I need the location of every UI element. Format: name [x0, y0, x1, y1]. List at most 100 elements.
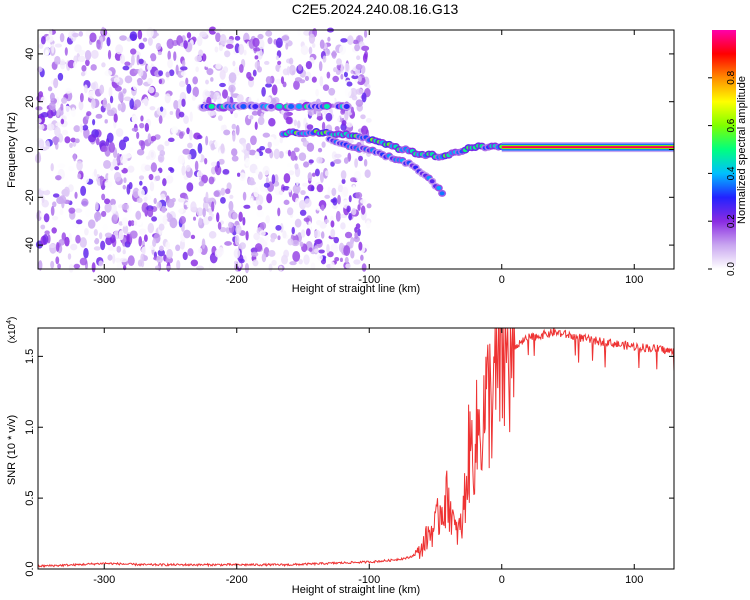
spectrogram-cell: [306, 124, 314, 130]
spectrogram-cell: [124, 75, 133, 84]
spectrogram-cell: [219, 34, 227, 46]
spectrogram-cell: [55, 96, 60, 106]
spectrogram-cell: [232, 212, 238, 220]
spectrogram-cell: [131, 127, 139, 132]
spectrogram-cell: [271, 174, 276, 185]
spectrogram-cell: [316, 115, 323, 121]
spectrogram-cell: [300, 45, 309, 56]
spectrogram-cell: [132, 79, 138, 91]
spectrogram-cell: [297, 64, 303, 71]
spectrogram-cell: [157, 144, 165, 152]
spectrogram-cell: [335, 69, 341, 75]
spectrogram-cell: [143, 196, 148, 202]
spectrogram-cell: [343, 157, 349, 164]
spectrogram-cell: [254, 243, 263, 252]
carrier-core: [501, 146, 674, 149]
spectrogram-cell: [70, 243, 78, 251]
spectrogram-cell: [213, 93, 217, 103]
spectrogram-cell: [338, 45, 347, 55]
spectrogram-cell: [344, 109, 349, 121]
spectrogram-cell: [59, 59, 66, 70]
spectrogram-cell: [53, 78, 59, 89]
spectrogram-cell: [317, 147, 323, 153]
spectrogram-cell: [63, 186, 70, 198]
spectrogram-cell: [293, 119, 298, 127]
spectrogram-cell: [99, 84, 105, 95]
spectrogram-cell: [253, 232, 260, 241]
spectrogram-cell: [71, 223, 78, 228]
spectrogram-cell: [334, 153, 342, 159]
colorbar: 0.0 0.2 0.4 0.6 0.8 Normalized spectral ampl…: [708, 30, 748, 276]
spectrogram-cell: [177, 98, 182, 109]
spectrogram-cell: [87, 219, 96, 229]
spectrogram-cell: [114, 85, 122, 92]
x-tick-label: -100: [358, 274, 380, 286]
spectrogram-cell: [326, 71, 331, 79]
spectrogram-cell: [275, 225, 282, 231]
spectrogram-cell: [357, 228, 361, 237]
spectrogram-cell: [242, 191, 247, 201]
spectrogram-cell: [95, 201, 99, 211]
spectrogram-cell: [195, 66, 199, 73]
spectrogram-cell: [142, 37, 148, 42]
spectrogram-cell: [220, 187, 226, 196]
spectrogram-cell: [144, 122, 150, 133]
spectrogram-cell: [161, 205, 167, 214]
spectrogram-cell: [316, 184, 324, 193]
spectrogram-cell: [122, 88, 127, 94]
spectrogram-cell: [298, 258, 303, 265]
spectrogram-cell: [119, 102, 126, 113]
spectrogram-cell: [310, 185, 315, 192]
spectrogram-cell: [340, 73, 344, 80]
spectrogram-cell: [36, 118, 42, 124]
spectrogram-cell: [324, 194, 331, 199]
spectrogram-cell: [121, 217, 128, 227]
spectrogram-cell: [84, 50, 92, 61]
spectrogram-cell: [235, 124, 240, 136]
spectrogram-cell: [158, 78, 163, 85]
spectrogram-cell: [264, 60, 270, 65]
spectrogram-cell: [233, 248, 241, 259]
spectrogram-cell: [122, 65, 130, 71]
spectrogram-cell: [353, 259, 361, 265]
spectrogram-cell: [288, 57, 294, 65]
spectrogram-cell: [303, 254, 310, 265]
spectrogram-cell: [262, 132, 271, 138]
spectrogram-cell: [257, 116, 265, 126]
snr-x-ticks: -300 -200 -100 0 100: [93, 328, 643, 586]
spectrogram-cell: [356, 55, 361, 60]
spectrogram-cell: [123, 136, 130, 143]
spectrogram-cell: [275, 55, 279, 61]
spectrogram-cell: [55, 175, 62, 181]
spectrogram-cell: [230, 86, 234, 97]
spectrogram-cell: [275, 78, 283, 84]
spectrogram-cell: [344, 256, 349, 264]
spectrogram-cell: [295, 177, 300, 186]
spectrogram-cell: [361, 263, 367, 272]
spectrogram-cell: [355, 88, 364, 95]
spectrogram-cell: [81, 65, 87, 72]
spectrogram-cell: [82, 175, 90, 184]
spectrogram-cell: [77, 173, 82, 180]
spectrogram-cell: [231, 148, 238, 157]
spectrogram-cell: [64, 136, 71, 144]
spectrogram-cell: [118, 230, 124, 241]
spectrogram-cell: [103, 89, 108, 100]
spectrogram-cell: [277, 235, 281, 241]
spectrogram-cell: [80, 71, 86, 77]
spectrogram-cell: [51, 227, 57, 234]
spectrogram-cell: [120, 164, 124, 170]
spectrogram-cell: [52, 136, 60, 144]
spectrogram-cell: [50, 260, 55, 269]
spectrogram-cell: [104, 202, 112, 213]
spectrogram-cell: [47, 86, 53, 92]
spectrogram-cell: [115, 44, 124, 55]
spectrogram-cell: [308, 46, 313, 55]
spectrogram-cell: [46, 109, 54, 119]
spectrogram-cell: [166, 38, 174, 49]
spectrogram-cell: [204, 61, 212, 68]
spectrogram-cell: [109, 95, 114, 104]
spectrogram-cell: [138, 175, 145, 180]
spectrogram-cell: [268, 263, 273, 272]
spectrogram-cell: [256, 66, 263, 73]
